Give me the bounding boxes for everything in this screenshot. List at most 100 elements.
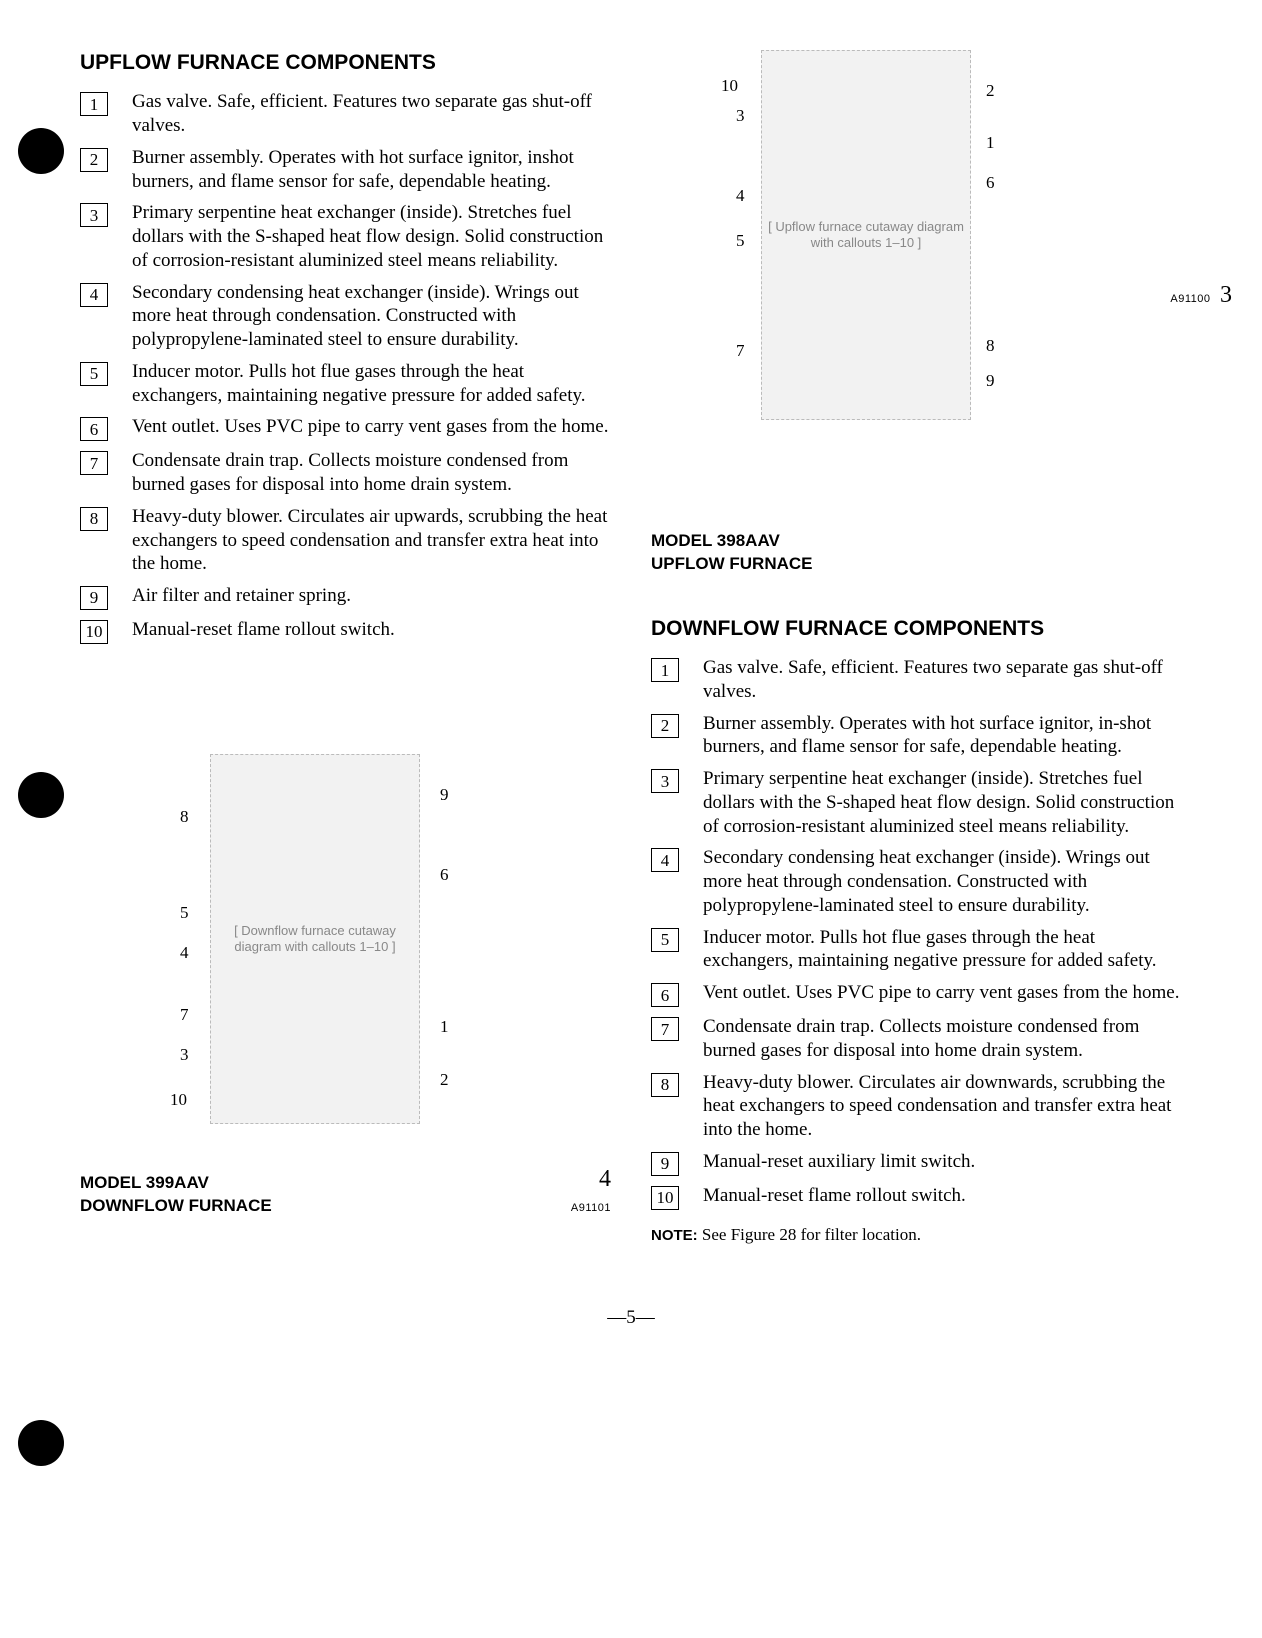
- upflow-figure-ref: A91100: [1170, 293, 1210, 305]
- downflow-model-caption: MODEL 399AAV DOWNFLOW FURNACE: [80, 1172, 272, 1218]
- item-text: Manual-reset flame rollout switch.: [132, 618, 611, 642]
- punch-hole-dot: [18, 128, 64, 174]
- callout-4: 4: [736, 185, 745, 206]
- item-number: 8: [80, 507, 108, 531]
- margin-page-number: 3: [1220, 282, 1232, 308]
- callout-2: 2: [440, 1069, 449, 1090]
- list-item: 9 Air filter and retainer spring.: [80, 584, 611, 610]
- item-number: 1: [651, 658, 679, 682]
- callout-7: 7: [180, 1004, 189, 1025]
- item-number: 9: [80, 586, 108, 610]
- item-text: Inducer motor. Pulls hot flue gases thro…: [703, 926, 1182, 974]
- callout-6: 6: [440, 864, 449, 885]
- item-number: 8: [651, 1073, 679, 1097]
- callout-8: 8: [986, 335, 995, 356]
- callout-9: 9: [440, 784, 449, 805]
- list-item: 6 Vent outlet. Uses PVC pipe to carry ven…: [651, 981, 1182, 1007]
- callout-6: 6: [986, 172, 995, 193]
- list-item: 5 Inducer motor. Pulls hot flue gases thr…: [80, 360, 611, 408]
- upflow-heading: UPFLOW FURNACE COMPONENTS: [80, 50, 611, 76]
- callout-5: 5: [180, 902, 189, 923]
- item-number: 1: [80, 92, 108, 116]
- list-item: 3 Primary serpentine heat exchanger (insi…: [651, 767, 1182, 838]
- upflow-figure-block: [ Upflow furnace cutaway diagram with ca…: [651, 50, 1182, 430]
- list-item: 9 Manual-reset auxiliary limit switch.: [651, 1150, 1182, 1176]
- item-number: 9: [651, 1152, 679, 1176]
- item-text: Gas valve. Safe, efficient. Features two…: [132, 90, 611, 138]
- item-number: 6: [80, 417, 108, 441]
- list-item: 5Inducer motor. Pulls hot flue gases thr…: [651, 926, 1182, 974]
- item-text: Primary serpentine heat exchanger (insid…: [132, 201, 611, 272]
- callout-4: 4: [180, 942, 189, 963]
- item-number: 3: [651, 769, 679, 793]
- page-number: —5—: [80, 1306, 1182, 1330]
- upflow-model-caption: MODEL 398AAV UPFLOW FURNACE: [651, 530, 1182, 576]
- punch-hole-dot: [18, 1420, 64, 1466]
- item-text: Burner assembly. Operates with hot surfa…: [703, 712, 1182, 760]
- list-item: 10 Manual-reset flame rollout switch.: [651, 1184, 1182, 1210]
- item-text: Secondary condensing heat exchanger (ins…: [703, 846, 1182, 917]
- item-text: Heavy-duty blower. Circulates air upward…: [132, 505, 611, 576]
- callout-3: 3: [180, 1044, 189, 1065]
- item-text: Inducer motor. Pulls hot flue gases thro…: [132, 360, 611, 408]
- item-text: Condensate drain trap. Collects moisture…: [132, 449, 611, 497]
- item-number: 4: [651, 848, 679, 872]
- item-number: 7: [651, 1017, 679, 1041]
- list-item: 7 Condensate drain trap. Collects moistur…: [651, 1015, 1182, 1063]
- item-number: 10: [651, 1186, 679, 1210]
- item-text: Secondary condensing heat exchanger (ins…: [132, 281, 611, 352]
- downflow-diagram: [ Downflow furnace cutaway diagram with …: [210, 754, 420, 1124]
- item-text: Burner assembly. Operates with hot surfa…: [132, 146, 611, 194]
- callout-9: 9: [986, 370, 995, 391]
- item-text: Vent outlet. Uses PVC pipe to carry vent…: [703, 981, 1182, 1005]
- upflow-component-list: 1 Gas valve. Safe, efficient. Features tw…: [80, 90, 611, 644]
- item-number: 2: [651, 714, 679, 738]
- list-item: 8 Heavy-duty blower. Circulates air upwar…: [80, 505, 611, 576]
- item-number: 2: [80, 148, 108, 172]
- downflow-figure-block: [ Downflow furnace cutaway diagram with …: [80, 754, 611, 1218]
- item-number: 6: [651, 983, 679, 1007]
- callout-7: 7: [736, 340, 745, 361]
- filter-note: NOTE: See Figure 28 for filter location.: [651, 1224, 1182, 1246]
- item-number: 7: [80, 451, 108, 475]
- model-line-1: MODEL 399AAV: [80, 1173, 209, 1192]
- item-text: Vent outlet. Uses PVC pipe to carry vent…: [132, 415, 611, 439]
- list-item: 2 Burner assembly. Operates with hot surf…: [80, 146, 611, 194]
- item-number: 5: [80, 362, 108, 386]
- item-number: 10: [80, 620, 108, 644]
- note-text: See Figure 28 for filter location.: [698, 1225, 921, 1244]
- downflow-figure-ref: A91101: [571, 1202, 611, 1214]
- item-text: Air filter and retainer spring.: [132, 584, 611, 608]
- model-line-2: DOWNFLOW FURNACE: [80, 1196, 272, 1215]
- item-text: Manual-reset flame rollout switch.: [703, 1184, 1182, 1208]
- upflow-diagram: [ Upflow furnace cutaway diagram with ca…: [761, 50, 971, 420]
- callout-10: 10: [170, 1089, 187, 1110]
- model-line-1: MODEL 398AAV: [651, 531, 780, 550]
- list-item: 1 Gas valve. Safe, efficient. Features tw…: [80, 90, 611, 138]
- downflow-heading: DOWNFLOW FURNACE COMPONENTS: [651, 616, 1182, 642]
- list-item: 1 Gas valve. Safe, efficient. Features tw…: [651, 656, 1182, 704]
- callout-8: 8: [180, 806, 189, 827]
- list-item: 4 Secondary condensing heat exchanger (in…: [80, 281, 611, 352]
- item-number: 4: [80, 283, 108, 307]
- margin-page-number: 4: [599, 1166, 611, 1192]
- punch-hole-dot: [18, 772, 64, 818]
- item-text: Heavy-duty blower. Circulates air downwa…: [703, 1071, 1182, 1142]
- list-item: 10 Manual-reset flame rollout switch.: [80, 618, 611, 644]
- item-text: Primary serpentine heat exchanger (insid…: [703, 767, 1182, 838]
- callout-10: 10: [721, 75, 738, 96]
- model-line-2: UPFLOW FURNACE: [651, 554, 812, 573]
- list-item: 2 Burner assembly. Operates with hot surf…: [651, 712, 1182, 760]
- list-item: 7 Condensate drain trap. Collects moistur…: [80, 449, 611, 497]
- item-text: Gas valve. Safe, efficient. Features two…: [703, 656, 1182, 704]
- callout-3: 3: [736, 105, 745, 126]
- callout-5: 5: [736, 230, 745, 251]
- list-item: 8 Heavy-duty blower. Circulates air downw…: [651, 1071, 1182, 1142]
- callout-1: 1: [440, 1016, 449, 1037]
- callout-2: 2: [986, 80, 995, 101]
- list-item: 6 Vent outlet. Uses PVC pipe to carry ven…: [80, 415, 611, 441]
- note-label: NOTE:: [651, 1227, 698, 1244]
- item-text: Condensate drain trap. Collects moisture…: [703, 1015, 1182, 1063]
- item-text: Manual-reset auxiliary limit switch.: [703, 1150, 1182, 1174]
- list-item: 4 Secondary condensing heat exchanger (in…: [651, 846, 1182, 917]
